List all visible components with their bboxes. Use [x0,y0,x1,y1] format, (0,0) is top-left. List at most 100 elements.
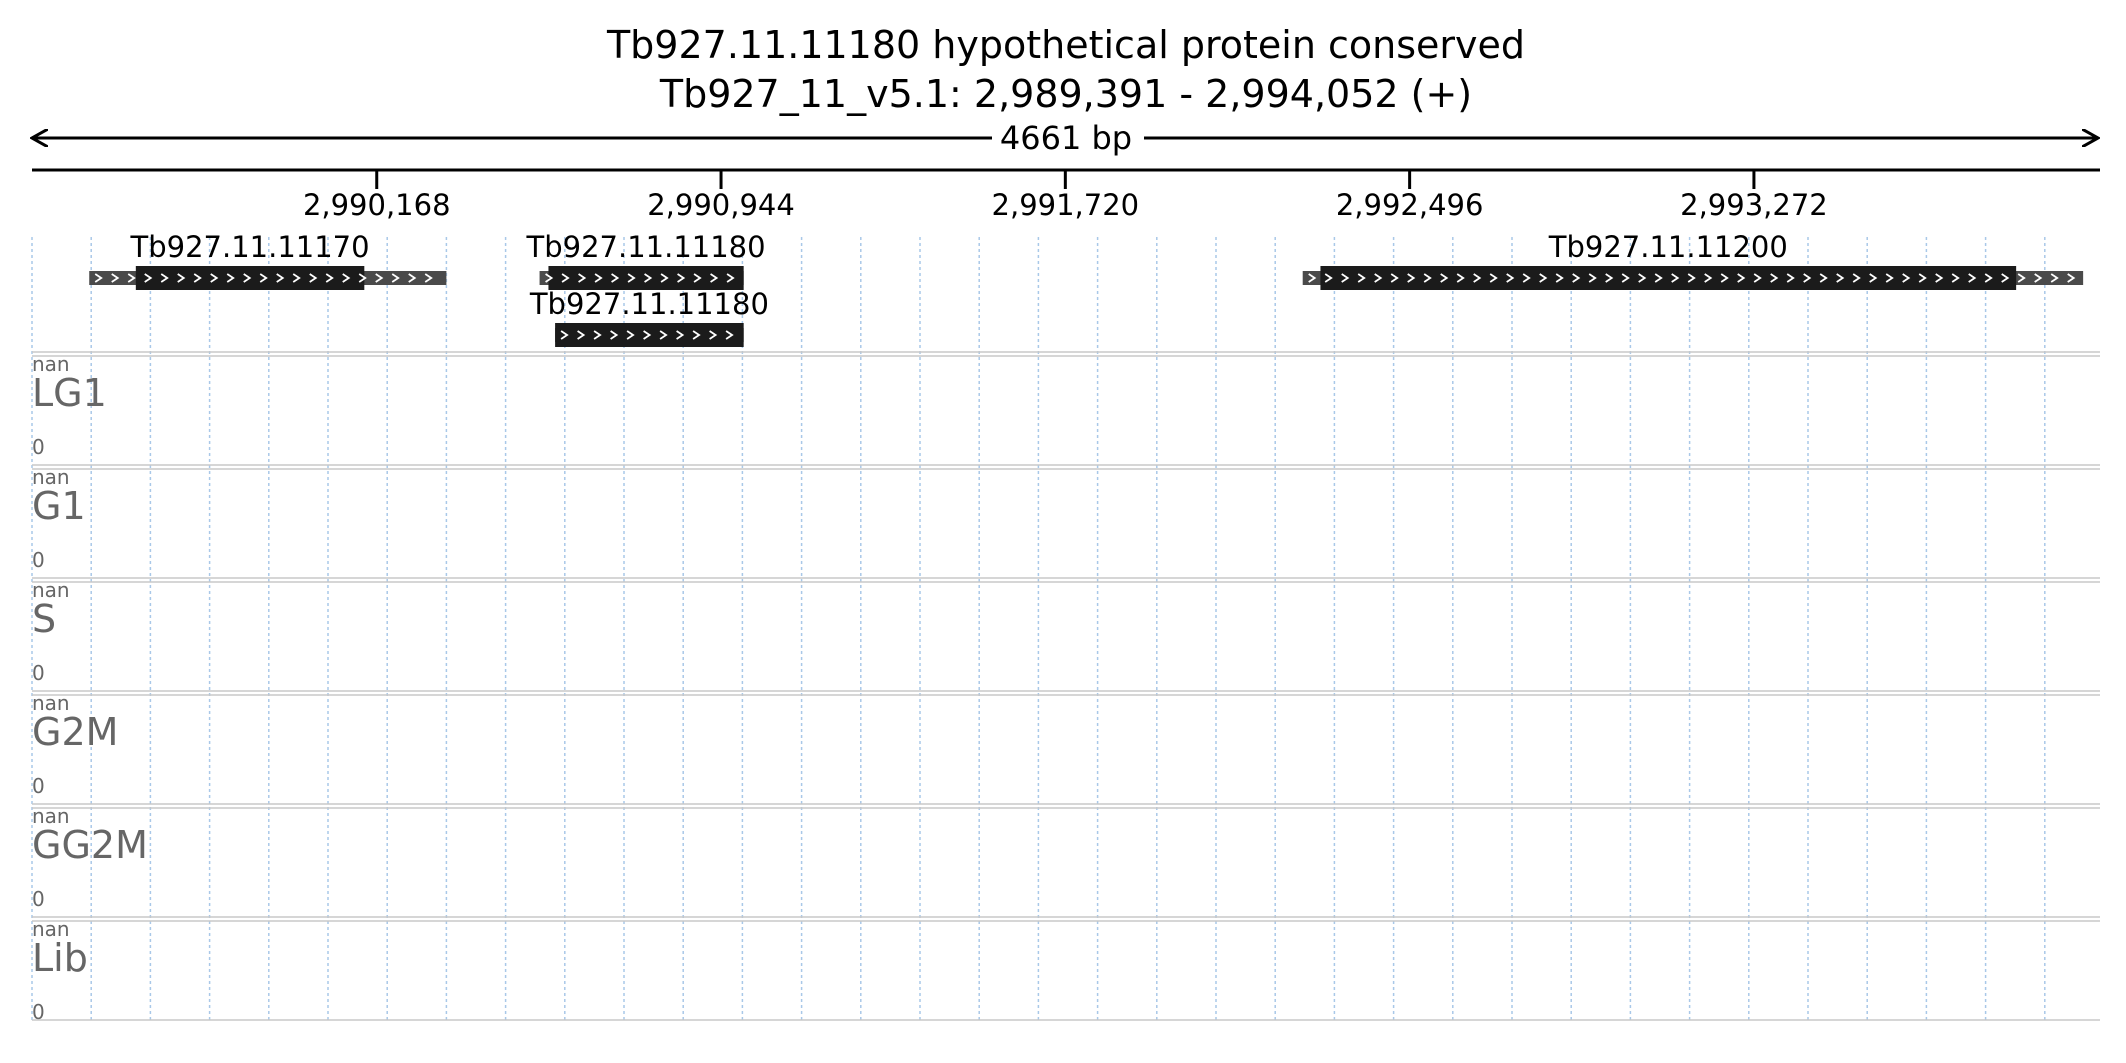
cds-segment [1320,266,2017,290]
strand-chevron [309,273,318,283]
gene-label: Tb927.11.11170 [130,230,370,264]
track-max-label: nan [32,691,70,715]
gene-feature: Tb927.11.11180 [526,230,766,290]
strand-chevron [1324,273,1333,283]
strand-chevron [545,273,554,283]
strand-chevron [1869,273,1878,283]
gene-feature: Tb927.11.11170 [89,230,447,290]
ruler-tick-label: 2,991,720 [992,188,1140,222]
gene-feature: Tb927.11.11200 [1302,230,2084,290]
strand-chevron [1671,273,1680,283]
strand-chevron [1506,273,1515,283]
strand-chevron [1885,273,1894,283]
grid-lines [31,237,2046,1020]
track-min-label: 0 [32,435,45,459]
strand-chevron [1390,273,1399,283]
track-min-label: 0 [32,774,45,798]
strand-chevron [1737,273,1746,283]
strand-chevron [375,273,384,283]
track-name: LG1 [32,371,107,415]
ruler-tick-label: 2,992,496 [1336,188,1484,222]
track-min-label: 0 [32,1000,45,1024]
strand-chevron [660,273,669,283]
locus-title: Tb927_11_v5.1: 2,989,391 - 2,994,052 (+) [659,72,1472,116]
gene-label: Tb927.11.11200 [1548,230,1788,264]
track-min-label: 0 [32,548,45,572]
strand-chevron [111,273,120,283]
strand-chevron [677,273,686,283]
ruler-tick-label: 2,990,168 [303,188,451,222]
strand-chevron [1935,273,1944,283]
strand-chevron [1539,273,1548,283]
ruler-tick-label: 2,990,944 [647,188,795,222]
strand-chevron [726,273,735,283]
strand-chevron [1605,273,1614,283]
gene-title: Tb927.11.11180 hypothetical protein cons… [606,23,1525,67]
strand-chevron [243,273,252,283]
strand-chevron [1588,273,1597,283]
track-max-label: nan [32,578,70,602]
strand-chevron [358,273,367,283]
strand-chevron [94,273,103,283]
track-name: Lib [32,936,88,980]
strand-chevron [610,330,619,340]
strand-chevron [292,273,301,283]
strand-chevron [210,273,219,283]
strand-chevron [1407,273,1416,283]
strand-chevron [626,330,635,340]
gene-feature: Tb927.11.11180 [529,287,769,347]
strand-chevron [1522,273,1531,283]
strand-chevron [627,273,636,283]
strand-chevron [177,273,186,283]
strand-chevron [1902,273,1911,283]
track-name: G2M [32,710,118,754]
track-max-label: nan [32,465,70,489]
strand-chevron [144,273,153,283]
strand-chevron [577,330,586,340]
track-max-label: nan [32,352,70,376]
strand-chevron [611,273,620,283]
strand-chevron [593,330,602,340]
strand-chevron [2034,273,2043,283]
strand-chevron [578,273,587,283]
strand-chevron [1770,273,1779,283]
strand-chevron [1473,273,1482,283]
strand-chevron [1555,273,1564,283]
strand-chevron [561,273,570,283]
span-length-label: 4661 bp [1000,119,1132,157]
strand-chevron [1456,273,1465,283]
strand-chevron [1308,273,1317,283]
strand-chevron [1786,273,1795,283]
gene-features: Tb927.11.11170 Tb927.11.11180 Tb927.11.111… [89,230,2084,347]
strand-chevron [594,273,603,283]
strand-chevron [1803,273,1812,283]
strand-chevron [1918,273,1927,283]
strand-chevron [1819,273,1828,283]
strand-chevron [1572,273,1581,283]
strand-chevron [676,330,685,340]
strand-chevron [1836,273,1845,283]
strand-chevron [644,273,653,283]
strand-chevron [643,330,652,340]
track-max-label: nan [32,917,70,941]
ruler-tick-label: 2,993,272 [1680,188,1828,222]
ruler-ticks: 2,990,168 2,990,944 2,991,720 2,992,496 2,99… [303,170,1828,222]
strand-chevron [226,273,235,283]
strand-chevron [1704,273,1713,283]
strand-chevron [259,273,268,283]
track-min-label: 0 [32,661,45,685]
strand-chevron [276,273,285,283]
strand-chevron [391,273,400,283]
strand-chevron [710,273,719,283]
strand-chevron [1440,273,1449,283]
track-min-label: 0 [32,887,45,911]
strand-chevron [424,273,433,283]
strand-chevron [725,330,734,340]
strand-chevron [1621,273,1630,283]
